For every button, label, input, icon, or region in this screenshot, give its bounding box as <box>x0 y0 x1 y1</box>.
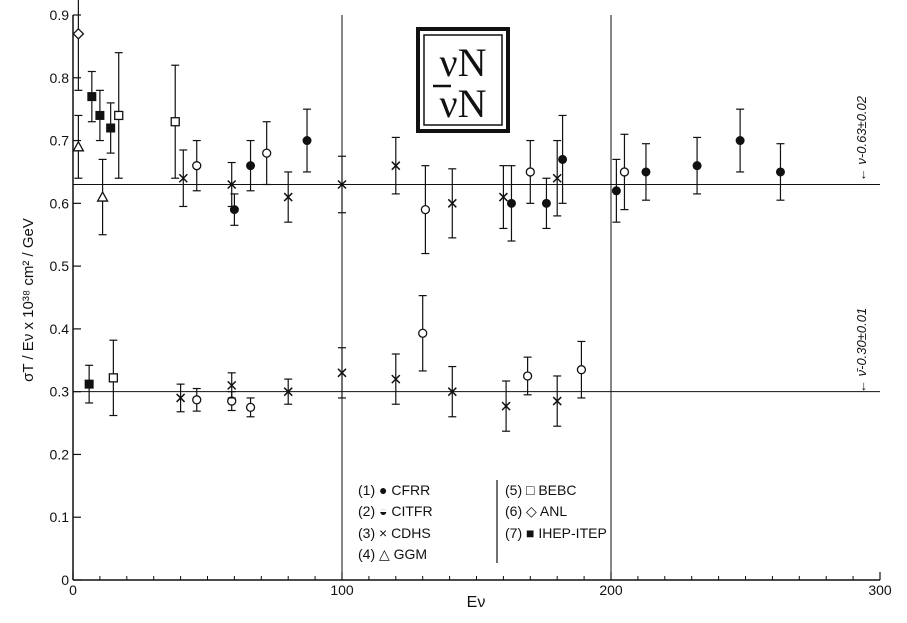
legend-entry-cdhs: (3) × CDHS <box>358 525 431 541</box>
data-point-cfrr-neutrino-7 <box>641 143 651 201</box>
data-point-cfrr-neutrino-5 <box>558 114 568 204</box>
data-point-citfr-neutrino-3 <box>525 139 535 204</box>
data-point-ihep-itep-antineutrino-0 <box>84 364 94 404</box>
data-point-cdhs-neutrino-0 <box>178 149 188 208</box>
data-point-cfrr-neutrino-2 <box>302 108 312 173</box>
y-tick-label-9: 0.9 <box>50 7 70 23</box>
data-point-cdhs-antineutrino-7 <box>552 375 562 427</box>
data-point-cfrr-neutrino-4 <box>541 177 551 230</box>
data-point-cdhs-antineutrino-6 <box>501 380 511 432</box>
data-point-ihep-itep-neutrino-0 <box>87 70 97 123</box>
legend-entry-bebc: (5) □ BEBC <box>505 482 576 498</box>
y-tick-label-5: 0.5 <box>50 258 70 274</box>
y-tick-label-4: 0.4 <box>50 321 70 337</box>
data-point-ihep-itep-neutrino-1 <box>95 89 105 142</box>
data-point-cdhs-neutrino-1 <box>227 161 237 208</box>
x-axis-title: Eν <box>467 594 486 611</box>
data-point-cfrr-neutrino-6 <box>611 158 621 223</box>
reaction-label-neutrino: νN <box>440 40 487 85</box>
data-point-cdhs-neutrino-6 <box>498 165 508 230</box>
data-point-cfrr-neutrino-0 <box>229 193 239 226</box>
data-point-citfr-antineutrino-0 <box>192 387 202 412</box>
data-point-citfr-neutrino-1 <box>262 121 272 186</box>
data-point-cdhs-antineutrino-1 <box>227 372 237 399</box>
data-point-cdhs-neutrino-2 <box>283 171 293 223</box>
data-point-cdhs-neutrino-3 <box>337 155 347 214</box>
fit-label-neutrino: ← ν-0.63±0.02 <box>854 95 869 181</box>
data-point-citfr-neutrino-2 <box>420 165 431 255</box>
x-tick-label-300: 300 <box>868 582 892 598</box>
data-point-cfrr-neutrino-3 <box>506 165 516 242</box>
x-tick-label-200: 200 <box>599 582 623 598</box>
fit-label-antineutrino: ← ν̄-0.30±0.01 <box>854 308 869 393</box>
legend-entry-anl: (6) ◇ ANL <box>505 503 567 519</box>
legend-entry-ggm: (4) △ GGM <box>358 546 427 562</box>
data-point-citfr-neutrino-4 <box>619 133 630 211</box>
y-axis-title: σT / Eν x 10³⁸ cm² / GeV <box>20 218 37 382</box>
data-point-bebc-antineutrino-0 <box>108 339 118 417</box>
x-tick-label-100: 100 <box>330 582 354 598</box>
y-tick-label-0: 0 <box>61 572 69 588</box>
y-tick-label-3: 0.3 <box>50 384 70 400</box>
data-point-bebc-neutrino-1 <box>170 64 180 179</box>
data-point-citfr-antineutrino-5 <box>576 340 587 399</box>
data-point-cdhs-antineutrino-5 <box>447 365 457 418</box>
reaction-box: νN νN <box>416 27 510 133</box>
y-tick-label-2: 0.2 <box>50 446 70 462</box>
data-point-cdhs-antineutrino-2 <box>283 378 293 405</box>
reaction-label-antineutrino: νN <box>440 81 487 126</box>
y-tick-label-6: 0.6 <box>50 195 70 211</box>
data-point-anl-neutrino-0 <box>72 0 85 91</box>
data-point-cdhs-antineutrino-3 <box>337 347 347 399</box>
data-point-cdhs-neutrino-7 <box>552 139 562 217</box>
data-point-ggm-neutrino-1 <box>96 158 109 236</box>
data-point-citfr-neutrino-0 <box>192 139 202 192</box>
data-point-cfrr-neutrino-10 <box>775 143 785 201</box>
data-point-cdhs-antineutrino-0 <box>176 383 186 413</box>
x-tick-label-0: 0 <box>69 582 77 598</box>
data-point-cdhs-neutrino-5 <box>447 168 457 239</box>
legend-entry-cfrr: (1) ● CFRR <box>358 482 430 498</box>
data-point-ggm-neutrino-0 <box>72 114 85 179</box>
legend-entry-citfr: (2) ◒ CITFR <box>358 503 433 519</box>
data-point-cdhs-antineutrino-4 <box>391 353 401 405</box>
data-point-bebc-neutrino-0 <box>114 52 124 179</box>
data-point-cdhs-neutrino-4 <box>391 136 401 195</box>
y-tick-label-1: 0.1 <box>50 509 70 525</box>
y-tick-label-8: 0.8 <box>50 70 70 86</box>
legend: (1) ● CFRR (2) ◒ CITFR (3) × CDHS (4) △ … <box>358 480 607 563</box>
legend-entry-ihep-itep: (7) ■ IHEP-ITEP <box>505 525 607 541</box>
data-point-cfrr-neutrino-8 <box>692 136 702 195</box>
data-point-citfr-antineutrino-4 <box>522 356 533 396</box>
data-point-cfrr-neutrino-9 <box>735 108 745 173</box>
y-tick-label-7: 0.7 <box>50 133 70 149</box>
data-point-citfr-antineutrino-3 <box>418 295 428 372</box>
data-point-citfr-antineutrino-2 <box>245 397 256 418</box>
data-point-cfrr-neutrino-1 <box>246 139 256 192</box>
data-point-ihep-itep-neutrino-2 <box>106 102 116 154</box>
